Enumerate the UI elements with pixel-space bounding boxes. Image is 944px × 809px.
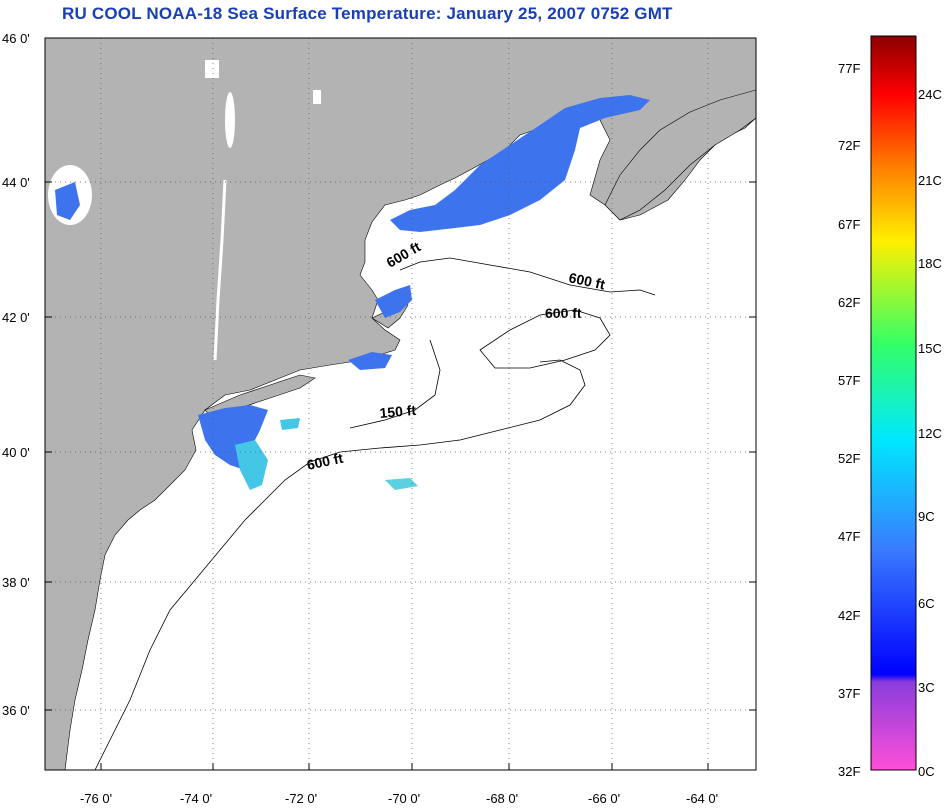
- colorbar-f-47: 47F: [838, 529, 860, 544]
- colorbar-c-0: 0C: [918, 764, 935, 779]
- colorbar-f-32: 32F: [838, 764, 860, 779]
- lon-label-68: -68 0': [486, 791, 518, 806]
- lon-label-64: -64 0': [686, 791, 718, 806]
- contour-600ft-georges: [479, 309, 611, 369]
- sst-ny-bight-warm: [235, 440, 268, 490]
- map-gridlines: [45, 38, 756, 770]
- sst-shelf-warm: [280, 418, 300, 430]
- lat-ticks: [45, 181, 756, 711]
- sst-nantucket: [348, 352, 392, 370]
- colorbar-c-18: 18C: [918, 256, 942, 271]
- map-frame: [44, 37, 757, 771]
- colorbar-f-42: 42F: [838, 608, 860, 623]
- colorbar-c-15: 15C: [918, 341, 942, 356]
- lon-label-76: -76 0': [80, 791, 112, 806]
- contour-label-shelf: 600 ft: [305, 450, 344, 473]
- lat-label-40: 40 0': [2, 445, 30, 460]
- lon-label-74: -74 0': [180, 791, 212, 806]
- colorbar-f-77: 77F: [838, 61, 860, 76]
- sst-offshore-warm: [385, 478, 418, 490]
- colorbar-c-24: 24C: [918, 87, 942, 102]
- chart-title: RU COOL NOAA-18 Sea Surface Temperature:…: [62, 4, 673, 23]
- lat-label-44: 44 0': [2, 175, 30, 190]
- lon-label-66: -66 0': [588, 791, 620, 806]
- colorbar-f-52: 52F: [838, 451, 860, 466]
- lon-label-70: -70 0': [388, 791, 420, 806]
- sst-ny-bight: [198, 405, 268, 470]
- colorbar-f-62: 62F: [838, 295, 860, 310]
- contour-600ft-shelf: [94, 359, 586, 770]
- colorbar-c-21: 21C: [918, 173, 942, 188]
- colorbar-c-12: 12C: [918, 426, 942, 441]
- contour-label-gulf-2: 600 ft: [567, 269, 606, 292]
- lon-ticks: [100, 763, 709, 770]
- lat-label-42: 42 0': [2, 310, 30, 325]
- river-hudson: [213, 179, 227, 361]
- sst-gulf-of-maine: [390, 95, 650, 232]
- land-nova-scotia: [604, 89, 756, 221]
- colorbar-f-67: 67F: [838, 217, 860, 232]
- sst-lake-ontario: [55, 182, 80, 220]
- lat-label-36: 36 0': [2, 703, 30, 718]
- lat-label-46: 46 0': [2, 31, 30, 46]
- colorbar-c-6: 6C: [918, 596, 935, 611]
- chesapeake-bay: [92, 559, 123, 721]
- colorbar-f-37: 37F: [838, 686, 860, 701]
- colorbar-gradient: [870, 35, 917, 771]
- contour-600ft-gulf: [399, 257, 656, 296]
- sst-mass-bay: [375, 285, 412, 318]
- lat-label-38: 38 0': [2, 575, 30, 590]
- contour-label-georges: 600 ft: [545, 305, 582, 321]
- lake-champlain: [225, 92, 235, 148]
- lake-small-1: [205, 60, 219, 78]
- lake-small-2: [313, 90, 321, 104]
- contour-150ft: [349, 339, 441, 429]
- colorbar-c-9: 9C: [918, 509, 935, 524]
- colorbar-c-3: 3C: [918, 680, 935, 695]
- colorbar-f-72: 72F: [838, 138, 860, 153]
- colorbar-f-57: 57F: [838, 373, 860, 388]
- lon-label-72: -72 0': [285, 791, 317, 806]
- contour-label-150ft: 150 ft: [379, 402, 417, 421]
